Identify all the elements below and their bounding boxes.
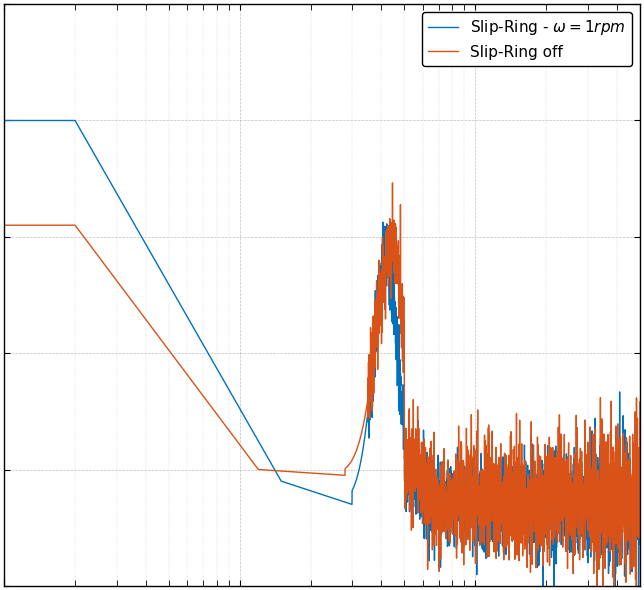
Slip-Ring - $\omega = 1rpm$ (267, 460, 275, 467)
Slip-Ring - $\omega = 1rpm$ (272, 469, 280, 476)
Slip-Ring off (585, 516, 592, 523)
Slip-Ring off (302, 469, 310, 476)
Slip-Ring - $\omega = 1rpm$ (302, 486, 310, 493)
Slip-Ring off (267, 467, 275, 474)
Slip-Ring off (636, 398, 644, 405)
Slip-Ring - $\omega = 1rpm$ (585, 491, 592, 499)
Line: Slip-Ring - $\omega = 1rpm$: Slip-Ring - $\omega = 1rpm$ (4, 120, 640, 590)
Line: Slip-Ring off: Slip-Ring off (4, 183, 640, 590)
Slip-Ring off (0, 222, 8, 229)
Slip-Ring - $\omega = 1rpm$ (611, 588, 619, 590)
Slip-Ring - $\omega = 1rpm$ (616, 479, 624, 486)
Slip-Ring off (272, 467, 280, 474)
Slip-Ring - $\omega = 1rpm$ (0, 117, 8, 124)
Slip-Ring off (462, 491, 470, 499)
Slip-Ring off (616, 503, 624, 510)
Slip-Ring - $\omega = 1rpm$ (636, 525, 644, 532)
Slip-Ring off (388, 179, 396, 186)
Slip-Ring - $\omega = 1rpm$ (462, 504, 470, 511)
Legend: Slip-Ring - $\omega = 1rpm$, Slip-Ring off: Slip-Ring - $\omega = 1rpm$, Slip-Ring o… (422, 12, 632, 65)
